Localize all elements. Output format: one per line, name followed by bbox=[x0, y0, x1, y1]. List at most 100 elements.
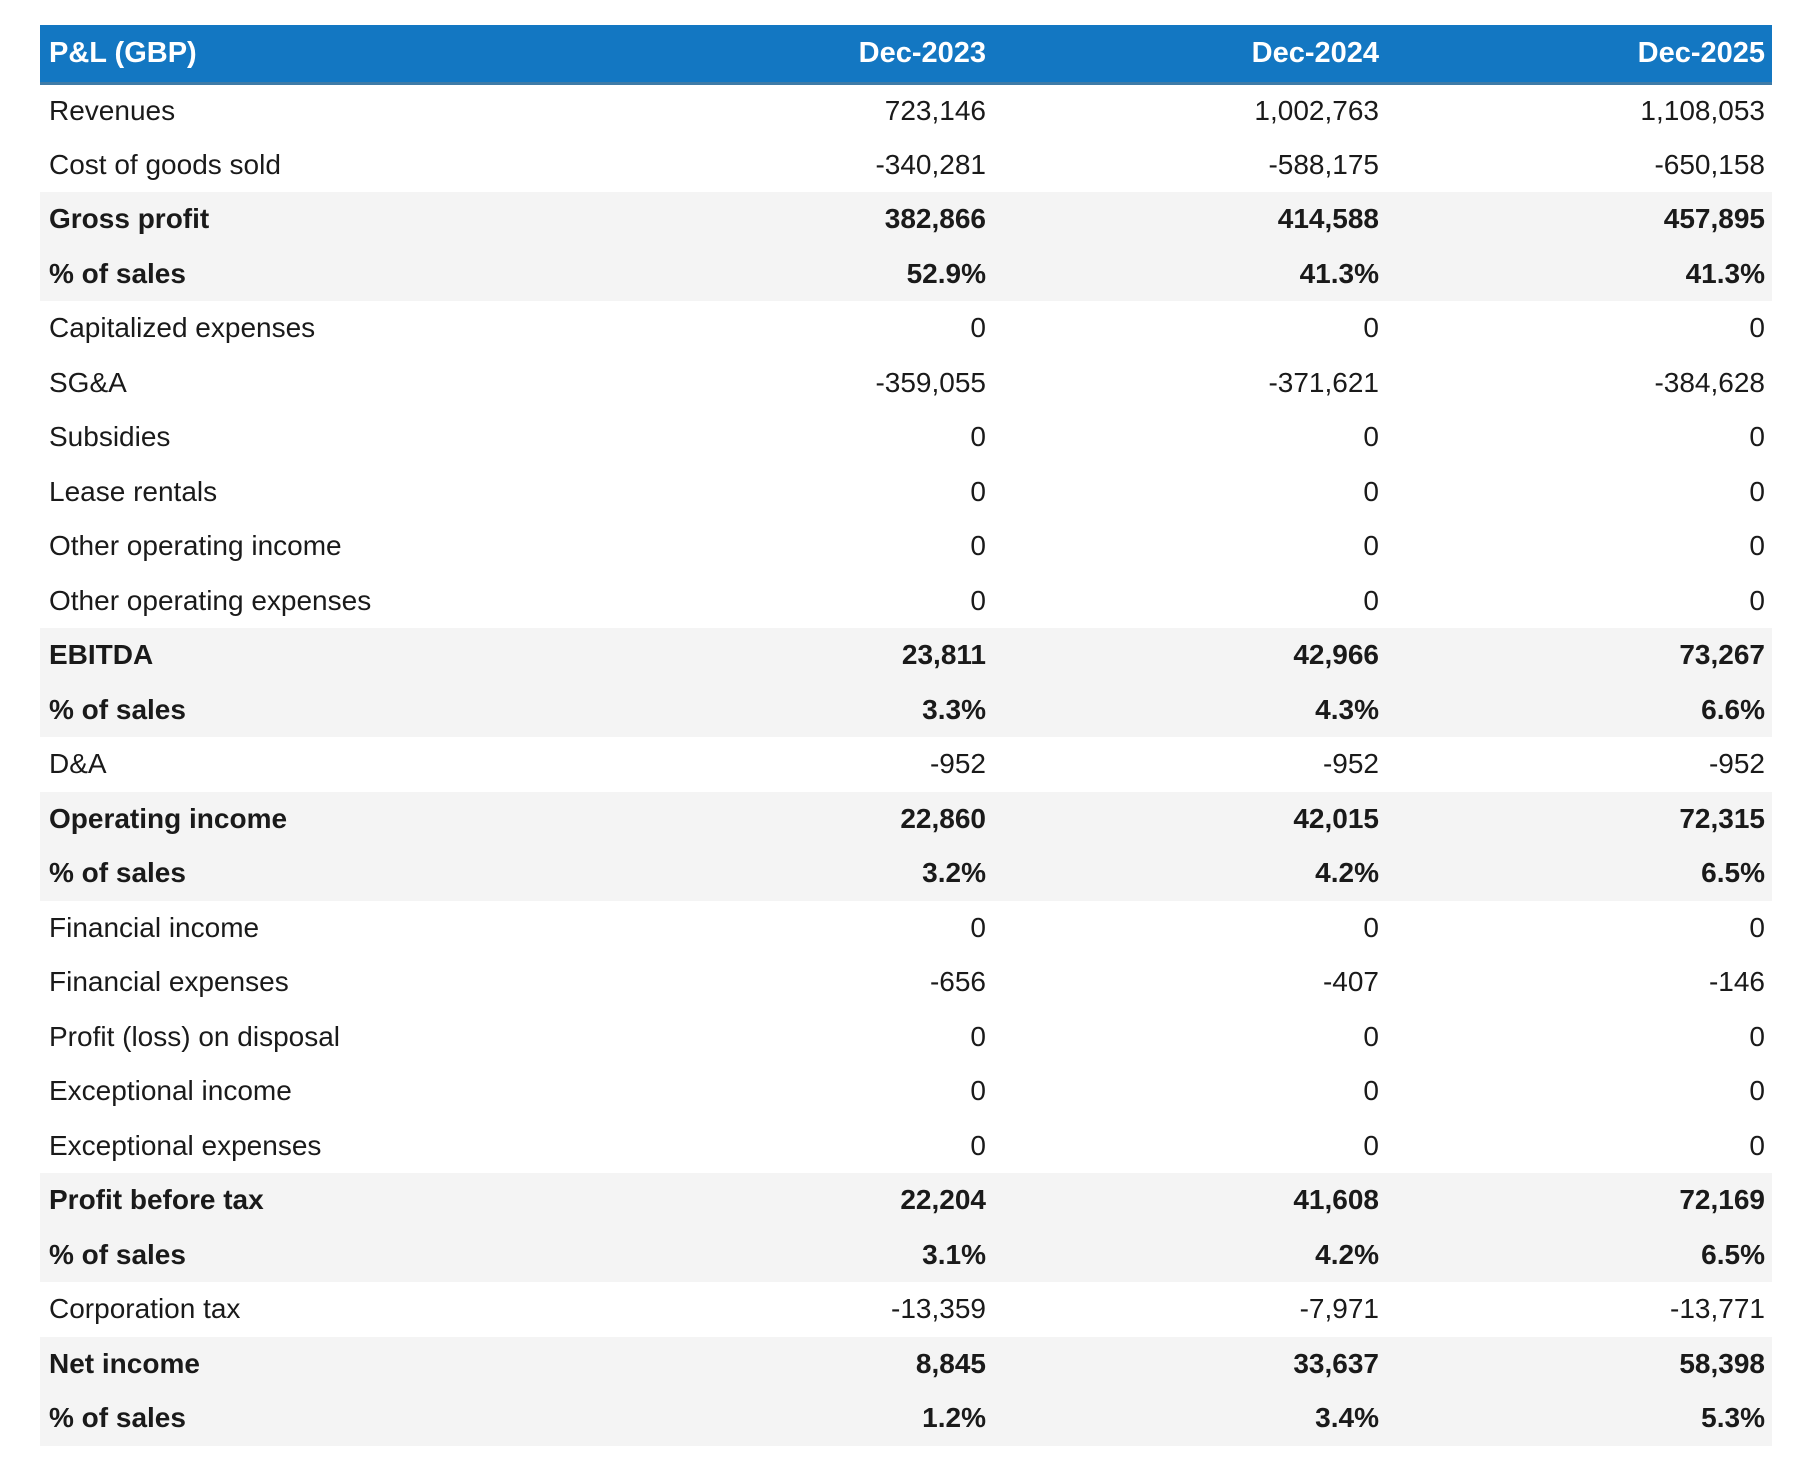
cell-dec-2023: 3.2% bbox=[600, 846, 993, 901]
cell-dec-2025: 0 bbox=[1386, 900, 1772, 955]
cell-dec-2023: 52.9% bbox=[600, 246, 993, 301]
cell-dec-2024: 414,588 bbox=[993, 192, 1386, 247]
cell-dec-2025: 457,895 bbox=[1386, 192, 1772, 247]
row-label: % of sales bbox=[40, 1391, 600, 1446]
table-row: Revenues 723,146 1,002,763 1,108,053 bbox=[40, 83, 1772, 138]
cell-dec-2025: 0 bbox=[1386, 1009, 1772, 1064]
column-header-dec-2025: Dec-2025 bbox=[1386, 25, 1772, 85]
cell-dec-2023: 22,860 bbox=[600, 791, 993, 846]
cell-dec-2024: -588,175 bbox=[993, 137, 1386, 192]
row-label: Exceptional income bbox=[40, 1064, 600, 1119]
table-row: Subsidies 0 0 0 bbox=[40, 410, 1772, 465]
cell-dec-2024: 42,966 bbox=[993, 628, 1386, 683]
cell-dec-2025: 73,267 bbox=[1386, 628, 1772, 683]
row-label: Other operating income bbox=[40, 519, 600, 574]
table-row: Financial income 0 0 0 bbox=[40, 900, 1772, 955]
cell-dec-2024: 1,002,763 bbox=[993, 83, 1386, 138]
cell-dec-2023: 0 bbox=[600, 519, 993, 574]
table-row: Exceptional expenses 0 0 0 bbox=[40, 1118, 1772, 1173]
cell-dec-2023: -340,281 bbox=[600, 137, 993, 192]
table-row: Profit (loss) on disposal 0 0 0 bbox=[40, 1009, 1772, 1064]
cell-dec-2025: 41.3% bbox=[1386, 246, 1772, 301]
cell-dec-2025: 6.5% bbox=[1386, 846, 1772, 901]
table-body: Revenues 723,146 1,002,763 1,108,053 Cos… bbox=[40, 83, 1772, 1446]
cell-dec-2024: 42,015 bbox=[993, 791, 1386, 846]
cell-dec-2024: 0 bbox=[993, 1009, 1386, 1064]
cell-dec-2023: -656 bbox=[600, 955, 993, 1010]
cell-dec-2023: 0 bbox=[600, 464, 993, 519]
cell-dec-2025: 1,108,053 bbox=[1386, 83, 1772, 138]
pnl-table: P&L (GBP) Dec-2023 Dec-2024 Dec-2025 Rev… bbox=[40, 25, 1772, 1446]
row-label: % of sales bbox=[40, 246, 600, 301]
table-row: D&A -952 -952 -952 bbox=[40, 737, 1772, 792]
cell-dec-2023: 22,204 bbox=[600, 1173, 993, 1228]
row-label: Net income bbox=[40, 1336, 600, 1391]
cell-dec-2023: 8,845 bbox=[600, 1336, 993, 1391]
cell-dec-2023: 3.1% bbox=[600, 1227, 993, 1282]
cell-dec-2024: 3.4% bbox=[993, 1391, 1386, 1446]
cell-dec-2025: 6.6% bbox=[1386, 682, 1772, 737]
cell-dec-2025: 0 bbox=[1386, 1118, 1772, 1173]
table-row: Other operating income 0 0 0 bbox=[40, 519, 1772, 574]
table-row: % of sales 3.3% 4.3% 6.6% bbox=[40, 682, 1772, 737]
row-label: SG&A bbox=[40, 355, 600, 410]
table-row: Corporation tax -13,359 -7,971 -13,771 bbox=[40, 1282, 1772, 1337]
row-label: Subsidies bbox=[40, 410, 600, 465]
table-row: Net income 8,845 33,637 58,398 bbox=[40, 1336, 1772, 1391]
row-label: EBITDA bbox=[40, 628, 600, 683]
cell-dec-2023: 1.2% bbox=[600, 1391, 993, 1446]
cell-dec-2025: 0 bbox=[1386, 519, 1772, 574]
cell-dec-2024: 0 bbox=[993, 1118, 1386, 1173]
cell-dec-2023: 23,811 bbox=[600, 628, 993, 683]
cell-dec-2024: -952 bbox=[993, 737, 1386, 792]
table-row: EBITDA 23,811 42,966 73,267 bbox=[40, 628, 1772, 683]
cell-dec-2024: 4.3% bbox=[993, 682, 1386, 737]
row-label: Other operating expenses bbox=[40, 573, 600, 628]
cell-dec-2025: 5.3% bbox=[1386, 1391, 1772, 1446]
row-label: Lease rentals bbox=[40, 464, 600, 519]
row-label: Cost of goods sold bbox=[40, 137, 600, 192]
cell-dec-2023: 0 bbox=[600, 1009, 993, 1064]
row-label: Profit (loss) on disposal bbox=[40, 1009, 600, 1064]
header-row: P&L (GBP) Dec-2023 Dec-2024 Dec-2025 bbox=[40, 25, 1772, 85]
cell-dec-2025: 58,398 bbox=[1386, 1336, 1772, 1391]
row-label: Operating income bbox=[40, 791, 600, 846]
table-row: Profit before tax 22,204 41,608 72,169 bbox=[40, 1173, 1772, 1228]
table-title: P&L (GBP) bbox=[40, 25, 600, 85]
cell-dec-2024: -371,621 bbox=[993, 355, 1386, 410]
table-row: % of sales 52.9% 41.3% 41.3% bbox=[40, 246, 1772, 301]
cell-dec-2025: -146 bbox=[1386, 955, 1772, 1010]
cell-dec-2024: 41,608 bbox=[993, 1173, 1386, 1228]
cell-dec-2023: 0 bbox=[600, 573, 993, 628]
pnl-statement: P&L (GBP) Dec-2023 Dec-2024 Dec-2025 Rev… bbox=[40, 25, 1772, 1446]
cell-dec-2025: 72,169 bbox=[1386, 1173, 1772, 1228]
cell-dec-2025: 0 bbox=[1386, 464, 1772, 519]
table-row: % of sales 3.1% 4.2% 6.5% bbox=[40, 1227, 1772, 1282]
cell-dec-2023: 0 bbox=[600, 1118, 993, 1173]
cell-dec-2024: 41.3% bbox=[993, 246, 1386, 301]
cell-dec-2025: -952 bbox=[1386, 737, 1772, 792]
row-label: Corporation tax bbox=[40, 1282, 600, 1337]
cell-dec-2024: 0 bbox=[993, 900, 1386, 955]
cell-dec-2025: -13,771 bbox=[1386, 1282, 1772, 1337]
table-row: Cost of goods sold -340,281 -588,175 -65… bbox=[40, 137, 1772, 192]
cell-dec-2023: 723,146 bbox=[600, 83, 993, 138]
cell-dec-2024: 0 bbox=[993, 1064, 1386, 1119]
table-row: % of sales 1.2% 3.4% 5.3% bbox=[40, 1391, 1772, 1446]
row-label: Capitalized expenses bbox=[40, 301, 600, 356]
cell-dec-2024: 0 bbox=[993, 301, 1386, 356]
cell-dec-2023: 0 bbox=[600, 900, 993, 955]
table-row: Capitalized expenses 0 0 0 bbox=[40, 301, 1772, 356]
cell-dec-2024: 33,637 bbox=[993, 1336, 1386, 1391]
cell-dec-2025: -650,158 bbox=[1386, 137, 1772, 192]
cell-dec-2025: 6.5% bbox=[1386, 1227, 1772, 1282]
column-header-dec-2024: Dec-2024 bbox=[993, 25, 1386, 85]
table-row: Exceptional income 0 0 0 bbox=[40, 1064, 1772, 1119]
cell-dec-2024: 0 bbox=[993, 464, 1386, 519]
row-label: D&A bbox=[40, 737, 600, 792]
cell-dec-2024: -407 bbox=[993, 955, 1386, 1010]
cell-dec-2023: -359,055 bbox=[600, 355, 993, 410]
table-row: Lease rentals 0 0 0 bbox=[40, 464, 1772, 519]
cell-dec-2023: 0 bbox=[600, 410, 993, 465]
cell-dec-2025: 72,315 bbox=[1386, 791, 1772, 846]
